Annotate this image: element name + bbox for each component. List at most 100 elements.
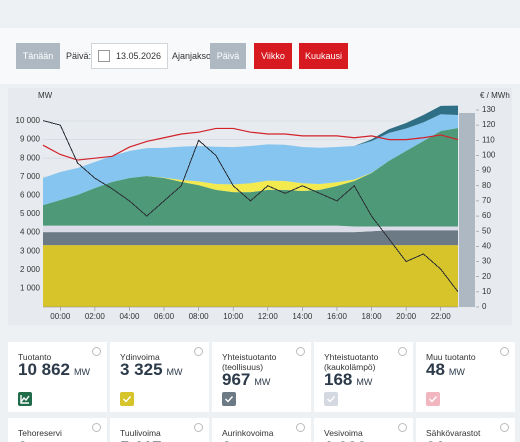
stat-value: 10 862 MW xyxy=(18,360,90,380)
y-tick-label: 10 000 xyxy=(16,116,41,125)
date-value: 13.05.2026 xyxy=(116,51,162,61)
info-icon xyxy=(92,423,101,432)
x-tick-label: 08:00 xyxy=(189,312,210,321)
y-tick-label: 7 000 xyxy=(20,172,41,181)
y-axis-label: MW xyxy=(38,91,53,100)
stat-value: 0 xyxy=(222,438,231,442)
icon-glyph xyxy=(123,396,132,403)
y2-tick-label: 30 xyxy=(482,257,491,266)
stat-unit: MW xyxy=(356,377,373,387)
icon-glyph xyxy=(20,395,30,404)
y2-tick-label: 10 xyxy=(482,287,491,296)
stat-value: 967 MW xyxy=(222,370,270,390)
area xyxy=(43,127,458,227)
y2-tick-label: 130 xyxy=(482,105,496,114)
info-icon xyxy=(194,347,203,356)
stat-label: Vesivoima xyxy=(324,428,363,438)
area xyxy=(43,127,458,206)
y2-axis-label: € / MWh xyxy=(480,91,510,100)
icon-bg xyxy=(324,392,338,406)
period-label: Ajanjakso: xyxy=(172,51,214,61)
stat-unit: MW xyxy=(254,377,271,387)
stat-value: 3 325 MW xyxy=(120,360,183,380)
x-tick-label: 16:00 xyxy=(327,312,348,321)
y2-tick-label: 0 xyxy=(482,302,487,311)
icon-glyph xyxy=(327,396,336,403)
stat-card: Yhteistuotanto (teollisuus) 967 MW xyxy=(212,342,311,412)
y-tick-label: 1 000 xyxy=(20,284,41,293)
info-icon xyxy=(92,347,101,356)
stat-value: 48 MW xyxy=(426,360,465,380)
y2-tick-label: 60 xyxy=(482,211,491,220)
stat-card: Yhteistuotanto (kaukolämpö) 168 MW xyxy=(314,342,413,412)
stat-icon xyxy=(426,392,440,406)
info-icon xyxy=(398,423,407,432)
stat-label: Ydinvoima xyxy=(120,352,160,362)
stat-label: Sähkövarastot xyxy=(426,428,481,438)
x-tick-label: 10:00 xyxy=(223,312,244,321)
stat-icon xyxy=(324,392,338,406)
period-button[interactable]: Viikko xyxy=(254,43,292,69)
x-tick-label: 22:00 xyxy=(431,312,452,321)
x-tick-label: 02:00 xyxy=(85,312,106,321)
period-button[interactable]: Päivä xyxy=(210,43,246,69)
y-tick-label: 6 000 xyxy=(20,191,41,200)
stat-card: Vesivoima1 202 xyxy=(314,418,413,442)
x-tick-label: 18:00 xyxy=(362,312,383,321)
stat-number: 5 117 xyxy=(120,438,162,442)
period-button[interactable]: Kuukausi xyxy=(299,43,348,69)
stat-label: Aurinkovoima xyxy=(222,428,274,438)
stat-number: 3 325 xyxy=(120,360,163,379)
area xyxy=(43,230,458,246)
stat-number: 0 xyxy=(18,438,27,442)
area xyxy=(43,225,458,233)
stat-number: 31 xyxy=(426,438,445,442)
today-button[interactable]: Tänään xyxy=(16,43,60,69)
stat-card: Muu tuotanto 48 MW xyxy=(416,342,515,412)
stat-value: 0 xyxy=(18,438,27,442)
stat-card: Tuulivoima5 117 xyxy=(110,418,209,442)
y-tick-label: 8 000 xyxy=(20,153,41,162)
stat-icon xyxy=(120,392,134,406)
x-tick-label: 20:00 xyxy=(396,312,417,321)
area xyxy=(43,114,458,206)
stat-label: Tuotanto xyxy=(18,352,52,362)
icon-bg xyxy=(222,392,236,406)
stat-icon xyxy=(18,392,32,406)
line xyxy=(42,127,459,161)
chart: MW € / MWh 1 000 2 000 3 000 4 000 5 000 6 00… xyxy=(15,91,510,322)
y-tick-label: 5 000 xyxy=(20,209,41,218)
stat-number: 168 xyxy=(324,370,353,389)
calendar-icon xyxy=(98,50,110,62)
stat-value: 31 xyxy=(426,438,445,442)
stat-card: Tuotanto 10 862 MW xyxy=(8,342,107,412)
date-input[interactable]: 13.05.2026 xyxy=(91,43,168,69)
info-icon xyxy=(398,347,407,356)
area xyxy=(43,245,458,307)
stat-label: Tuulivoima xyxy=(120,428,161,438)
icon-bg xyxy=(426,392,440,406)
stat-number: 48 xyxy=(426,360,445,379)
x-tick-label: 12:00 xyxy=(258,312,279,321)
y2-tick-label: 20 xyxy=(482,272,491,281)
stat-number: 10 862 xyxy=(18,360,70,379)
date-label: Päivä: xyxy=(66,51,92,61)
x-tick-label: 06:00 xyxy=(154,312,175,321)
y-tick-label: 4 000 xyxy=(20,228,41,237)
y-tick-label: 3 000 xyxy=(20,246,41,255)
y2-tick-label: 90 xyxy=(482,166,491,175)
y2-tick-label: 50 xyxy=(482,226,491,235)
icon-glyph xyxy=(429,396,438,403)
icon-bg xyxy=(120,392,134,406)
stat-icon xyxy=(222,392,236,406)
y2-tick-label: 120 xyxy=(482,120,496,129)
stat-card: Ydinvoima 3 325 MW xyxy=(110,342,209,412)
y2-tick-label: 110 xyxy=(482,135,495,144)
x-tick-label: 14:00 xyxy=(292,312,313,321)
stat-number: 0 xyxy=(222,438,231,442)
info-icon xyxy=(194,423,203,432)
time-marker xyxy=(459,113,475,307)
y-tick-label: 9 000 xyxy=(20,135,41,144)
stat-number: 967 xyxy=(222,370,251,389)
